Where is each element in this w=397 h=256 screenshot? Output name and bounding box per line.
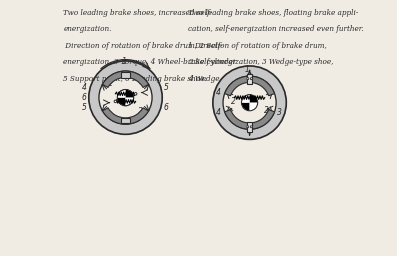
Wedge shape [125,90,134,98]
Circle shape [251,126,252,128]
Wedge shape [225,76,275,96]
Text: 2: 2 [108,79,113,88]
Circle shape [223,76,276,129]
Circle shape [134,93,137,95]
Circle shape [247,126,249,128]
Text: 3: 3 [278,108,282,117]
Text: 1 Direction of rotation of brake drum,: 1 Direction of rotation of brake drum, [187,42,326,50]
Text: energization, 3 Torque, 4 Wheel-brake cylinder: energization, 3 Torque, 4 Wheel-brake cy… [64,58,237,66]
Circle shape [99,71,152,124]
Circle shape [213,66,286,140]
Text: 4: 4 [216,88,221,97]
Circle shape [251,78,252,80]
Wedge shape [125,98,134,106]
Circle shape [241,94,258,111]
Wedge shape [250,94,258,103]
Wedge shape [118,98,125,106]
Wedge shape [241,94,250,103]
Text: 2 Self-energization, 3 Wedge-type shoe,: 2 Self-energization, 3 Wedge-type shoe, [187,58,333,66]
Text: 5: 5 [82,103,87,112]
Wedge shape [118,90,125,98]
Circle shape [118,90,134,106]
Text: 1: 1 [122,57,127,66]
Text: Two leading brake shoes, floating brake appli-: Two leading brake shoes, floating brake … [187,9,358,17]
Circle shape [247,78,249,80]
Wedge shape [241,103,250,111]
Text: 4: 4 [216,108,221,117]
Wedge shape [225,110,275,129]
Wedge shape [102,108,148,124]
Text: 1: 1 [245,65,249,73]
Wedge shape [102,71,148,88]
Text: cation, self-energization increased even further.: cation, self-energization increased even… [187,25,363,34]
Bar [121,118,130,123]
Circle shape [89,61,162,134]
Bar [247,73,252,84]
Text: 2: 2 [231,97,235,106]
Wedge shape [250,103,258,111]
Text: 4: 4 [82,83,87,92]
Text: 5 Support point, 6 Leading brake shoe.: 5 Support point, 6 Leading brake shoe. [64,75,207,83]
Text: 5: 5 [164,83,168,92]
Text: 6: 6 [82,93,87,102]
Bar [121,72,130,78]
Text: Direction of rotation of brake drum, 2 Self-: Direction of rotation of brake drum, 2 S… [64,42,223,50]
Text: 3: 3 [126,90,131,99]
Text: 2: 2 [264,106,268,115]
Text: Two leading brake shoes, increased self-: Two leading brake shoes, increased self- [64,9,212,17]
Text: energization.: energization. [64,25,112,34]
Circle shape [114,100,117,103]
Text: 2: 2 [138,107,143,116]
Text: 6: 6 [164,103,168,112]
Text: 3: 3 [120,96,125,105]
Text: 4 Wedge.: 4 Wedge. [187,75,221,83]
Bar [247,122,252,132]
